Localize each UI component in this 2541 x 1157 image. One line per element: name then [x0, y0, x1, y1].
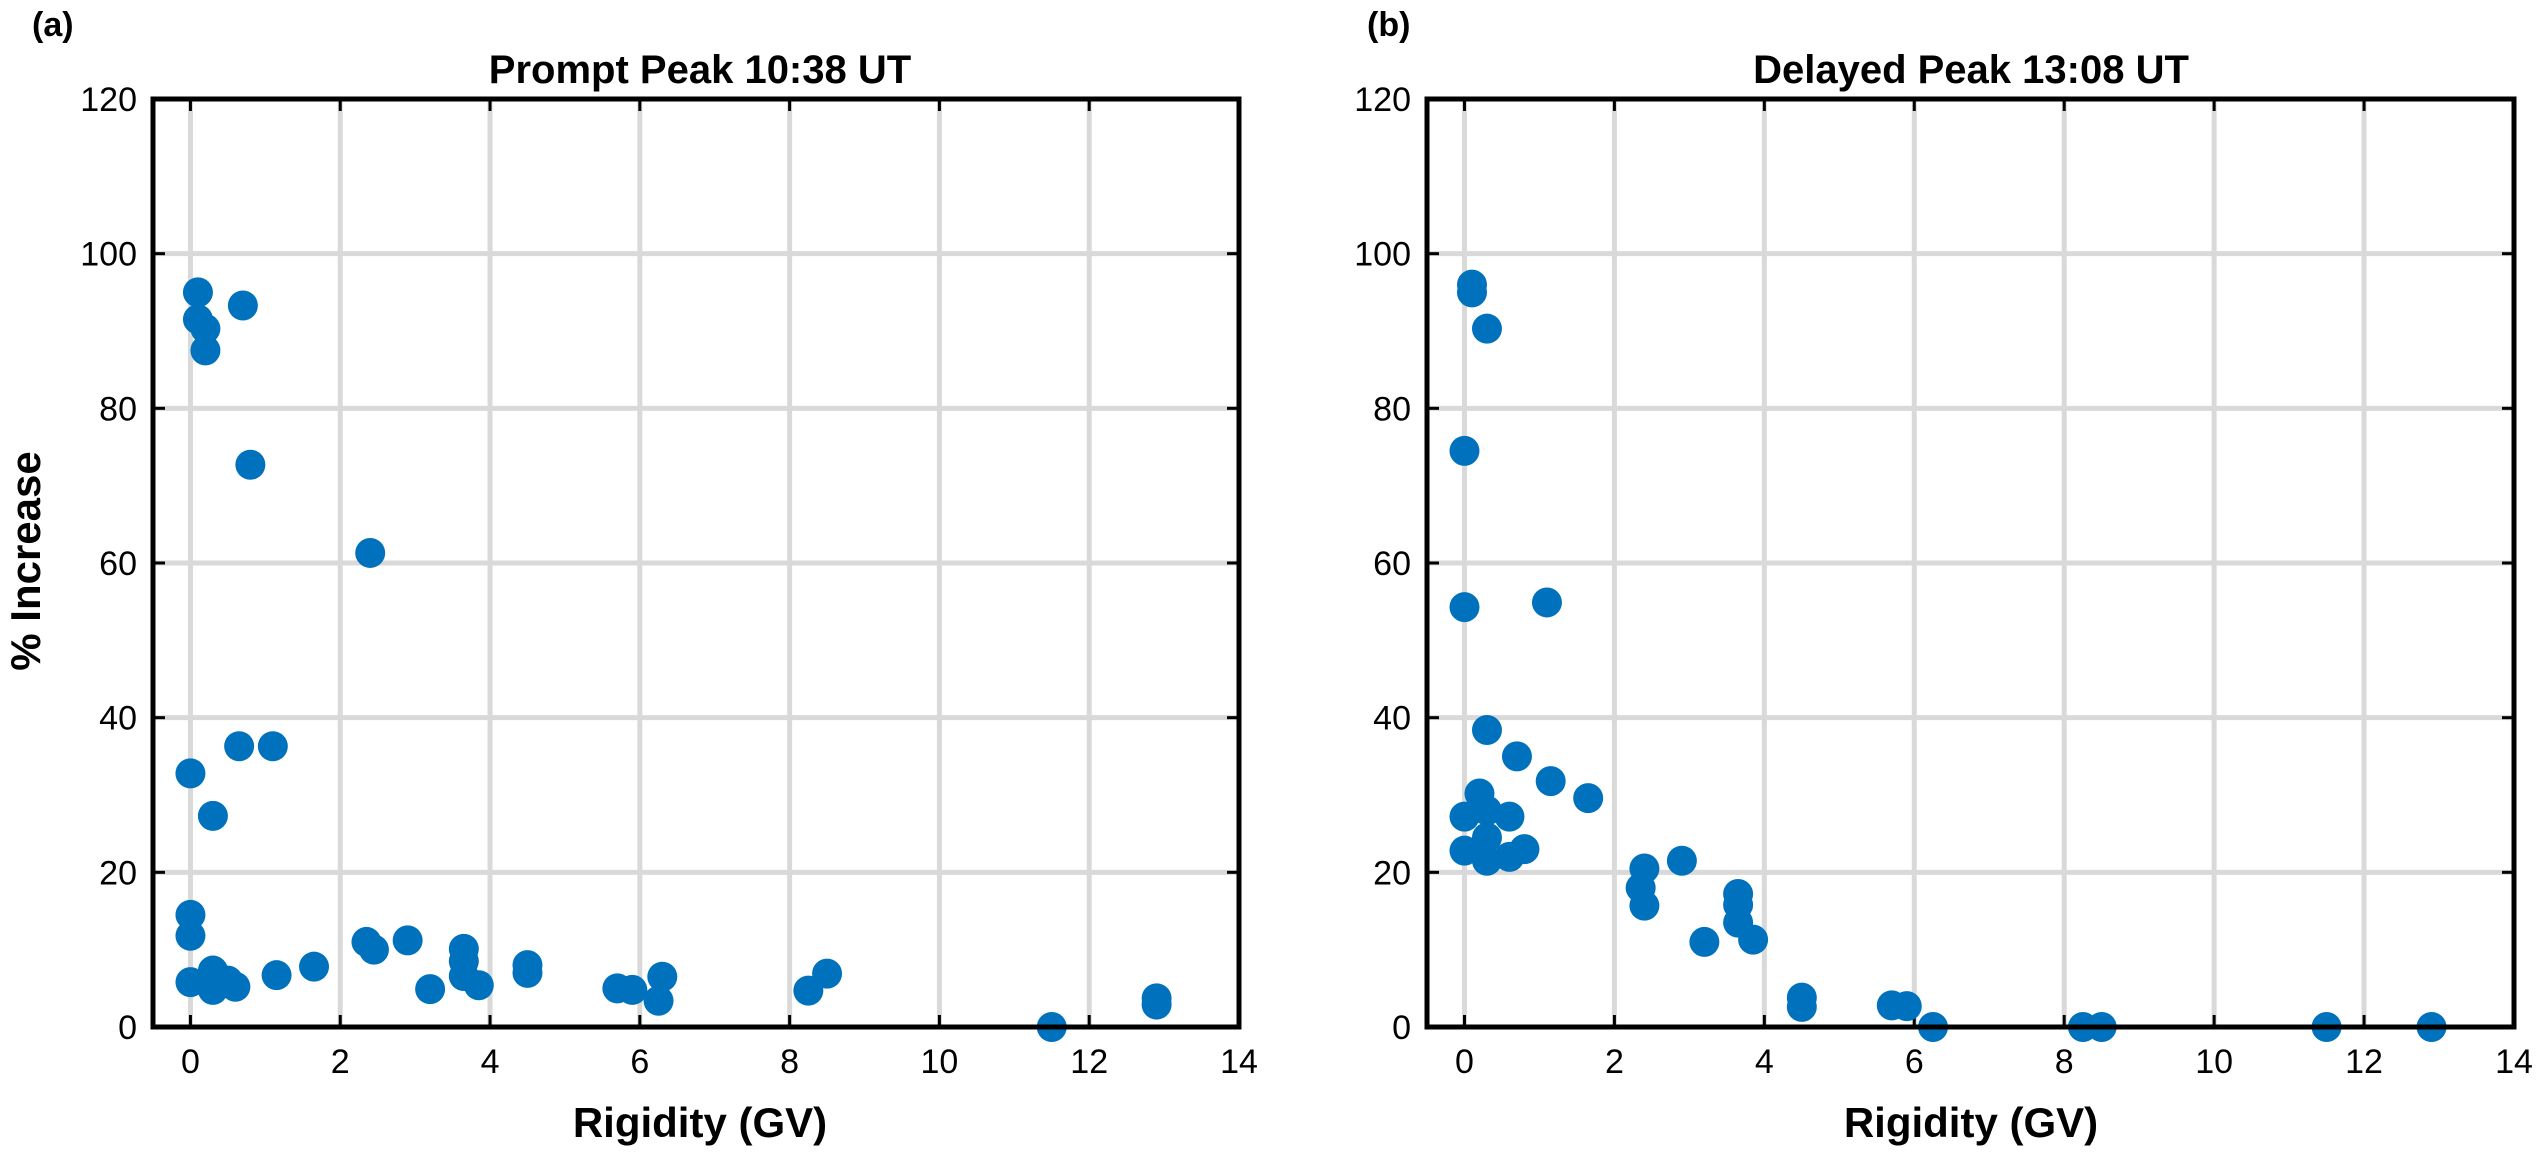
panel-b-data-point [1449, 835, 1480, 866]
panel-b-data-point [1501, 741, 1532, 772]
panel-a-data-point [647, 961, 678, 992]
panel-b-data-point [1471, 313, 1502, 344]
panel-b-data-point [1471, 845, 1502, 876]
panel-b-data-point [1786, 991, 1817, 1022]
panel-a-label: (a) [32, 6, 74, 44]
panel-a-data-point [235, 449, 266, 480]
panel-a-data-point [220, 971, 251, 1002]
panel-a-x-tick-label: 4 [481, 1043, 500, 1081]
panel-b-y-tick-label: 100 [1354, 236, 1411, 274]
panel-b-markers [1449, 269, 2447, 1042]
panel-a-data-point [415, 974, 446, 1005]
panel-b-title: Delayed Peak 13:08 UT [1753, 48, 2189, 92]
panel-a-y-tick-label: 100 [80, 236, 137, 274]
panel-b-x-tick-label: 0 [1455, 1043, 1474, 1081]
panel-b-x-axis-label: Rigidity (GV) [1844, 1099, 2098, 1146]
panel-b-x-tick-label: 10 [2195, 1043, 2233, 1081]
panel-b-x-tick-label: 8 [2055, 1043, 2074, 1081]
panel-a-data-point [261, 960, 292, 991]
panel-a-y-axis-label: % Increase [2, 451, 49, 670]
panel-b-data-point [1629, 890, 1660, 921]
panel-b-tick-labels: 0 2 4 6 8 10 12 14 0 20 40 60 80 100 120 [1354, 81, 2533, 1081]
panel-a-x-tick-label: 0 [181, 1043, 200, 1081]
panel-a-x-tick-label: 8 [780, 1043, 799, 1081]
panel-a-data-point [175, 758, 206, 789]
panel-b-y-tick-label: 120 [1354, 81, 1411, 119]
panel-b-data-point [1535, 766, 1566, 797]
panel-a-x-tick-label: 10 [920, 1043, 958, 1081]
panel-b-data-point [1471, 715, 1502, 746]
panel-a-data-point [617, 974, 648, 1005]
panel-a-tick-labels: 0 2 4 6 8 10 12 14 0 20 40 60 80 100 120 [80, 81, 1258, 1081]
panel-b-data-point [1471, 795, 1502, 826]
panel-a-y-tick-label: 80 [99, 390, 137, 428]
panel-b-data-point [1689, 926, 1720, 957]
panel-a-data-point [1141, 989, 1172, 1020]
panel-b-y-tick-label: 40 [1373, 700, 1411, 738]
panel-b-data-point [1573, 783, 1604, 814]
panel-a-x-tick-label: 2 [331, 1043, 350, 1081]
panel-a-data-point [224, 731, 255, 762]
panel-a-y-tick-label: 0 [118, 1009, 137, 1047]
panel-a-data-point [197, 800, 228, 831]
panel-a-data-point [227, 290, 258, 321]
panel-a-data-point [463, 970, 494, 1001]
panel-a-x-axis-label: Rigidity (GV) [573, 1099, 827, 1146]
panel-b-y-tick-label: 0 [1392, 1009, 1411, 1047]
panel-a-data-point [257, 731, 288, 762]
panel-a-data-point [182, 277, 213, 308]
panel-a-y-tick-label: 20 [99, 854, 137, 892]
panel-b-y-tick-label: 80 [1373, 390, 1411, 428]
panel-a-markers [175, 277, 1172, 1042]
panel-b-grid [1427, 99, 2517, 1027]
panel-a-x-tick-label: 6 [630, 1043, 649, 1081]
panel-a-data-point [175, 899, 206, 930]
panel-b-y-tick-label: 20 [1373, 854, 1411, 892]
panel-b-x-tick-label: 6 [1905, 1043, 1924, 1081]
panel-a-data-point [358, 934, 389, 965]
panel-a-data-point [190, 335, 221, 366]
panel-a-data-point [392, 925, 423, 956]
panel-a-x-tick-label: 14 [1220, 1043, 1258, 1081]
panel-a-y-tick-label: 60 [99, 545, 137, 583]
panel-b: (b) Delayed Peak 13:08 UT Rigidity (GV) … [1354, 6, 2533, 1146]
panel-a-axes-box [150, 96, 1242, 1030]
panel-a-data-point [175, 920, 206, 951]
panel-b-axes-box [1424, 96, 2517, 1030]
panel-b-x-tick-label: 12 [2345, 1043, 2383, 1081]
panel-b-data-point [1449, 435, 1480, 466]
panel-a-data-point [190, 313, 221, 344]
panel-b-data-point [1891, 991, 1922, 1022]
panel-a-data-point [812, 958, 843, 989]
panel-b-x-tick-label: 14 [2495, 1043, 2533, 1081]
panel-b-data-point [1494, 801, 1525, 832]
panel-a: (a) Prompt Peak 10:38 UT % Increase Rigi… [2, 6, 1258, 1146]
panel-b-x-tick-label: 2 [1605, 1043, 1624, 1081]
panel-a-y-tick-label: 120 [80, 81, 137, 119]
panel-b-data-point [1471, 822, 1502, 853]
panel-a-data-point [512, 957, 543, 988]
panel-a-x-tick-label: 12 [1070, 1043, 1108, 1081]
panel-b-x-tick-label: 4 [1755, 1043, 1774, 1081]
panel-b-y-tick-label: 60 [1373, 545, 1411, 583]
panel-a-data-point [299, 951, 330, 982]
panel-a-data-point [355, 537, 386, 568]
panel-b-data-point [1666, 845, 1697, 876]
panel-b-data-point [1449, 592, 1480, 623]
panel-b-data-point [1509, 834, 1540, 865]
panel-a-grid [153, 99, 1242, 1027]
panel-b-data-point [1738, 924, 1769, 955]
panel-b-data-point [1531, 587, 1562, 618]
panel-b-label: (b) [1367, 6, 1410, 44]
panel-b-data-point [1456, 277, 1487, 308]
panel-a-y-tick-label: 40 [99, 700, 137, 738]
panel-a-title: Prompt Peak 10:38 UT [489, 48, 911, 92]
panel-a-data-point [643, 985, 674, 1016]
panel-b-data-point [1449, 801, 1480, 832]
